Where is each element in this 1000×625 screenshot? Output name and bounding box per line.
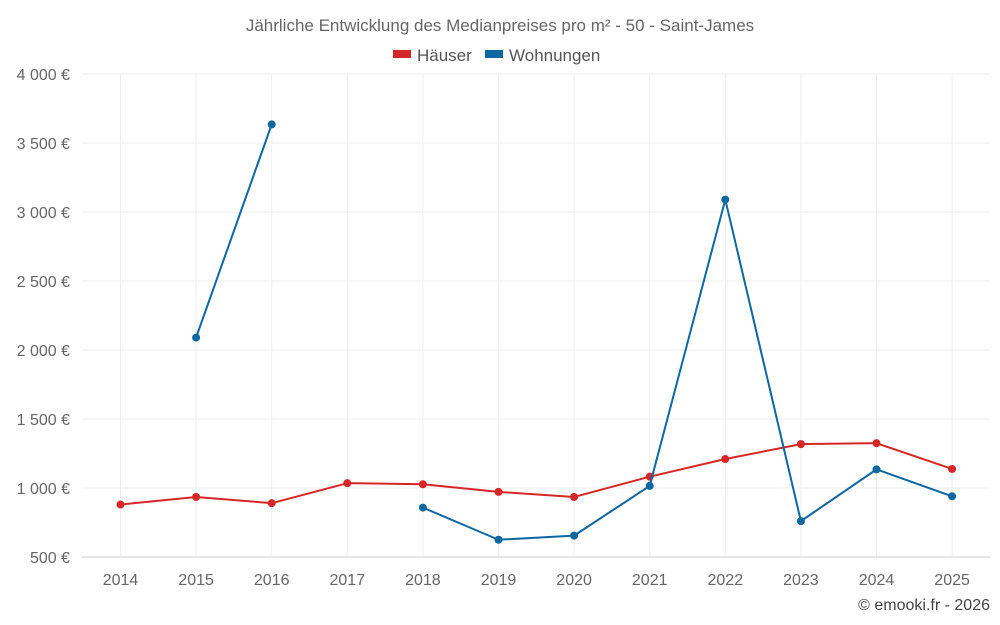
data-point[interactable] bbox=[948, 464, 957, 473]
data-point[interactable] bbox=[645, 481, 654, 490]
legend-label[interactable]: Wohnungen bbox=[509, 46, 600, 65]
data-point[interactable] bbox=[267, 499, 276, 508]
data-point[interactable] bbox=[267, 120, 276, 129]
chart-title: Jährliche Entwicklung des Medianpreises … bbox=[246, 16, 754, 35]
y-tick-label: 3 000 € bbox=[17, 205, 70, 222]
data-point[interactable] bbox=[872, 439, 881, 448]
series-layer bbox=[116, 120, 957, 544]
y-tick-label: 500 € bbox=[30, 550, 70, 567]
data-point[interactable] bbox=[721, 195, 730, 204]
data-point[interactable] bbox=[721, 455, 730, 464]
y-tick-label: 1 000 € bbox=[17, 481, 70, 498]
data-point[interactable] bbox=[872, 465, 881, 474]
y-tick-label: 2 000 € bbox=[17, 343, 70, 360]
x-axis: 2014 2015 2016 2017 2018 2019 2020 2021 2022 2023… bbox=[103, 572, 970, 589]
data-point[interactable] bbox=[570, 531, 579, 540]
data-point[interactable] bbox=[192, 492, 201, 501]
y-tick-label: 3 500 € bbox=[17, 136, 70, 153]
legend-swatch bbox=[393, 50, 411, 58]
legend-label[interactable]: Häuser bbox=[417, 46, 472, 65]
y-axis: 500 € 1 000 € 1 500 € 2 000 € 2 500 € 3 000 €… bbox=[17, 67, 70, 567]
x-tick-label: 2020 bbox=[556, 572, 592, 589]
series-line bbox=[422, 198, 953, 541]
x-tick-label: 2024 bbox=[859, 572, 895, 589]
data-point[interactable] bbox=[116, 500, 125, 509]
data-point[interactable] bbox=[343, 479, 352, 488]
y-tick-label: 1 500 € bbox=[17, 412, 70, 429]
data-point[interactable] bbox=[494, 535, 503, 544]
grid bbox=[82, 73, 990, 558]
series-haeuser bbox=[116, 439, 957, 509]
credit-text: © emooki.fr - 2026 bbox=[858, 597, 990, 614]
data-point[interactable] bbox=[570, 492, 579, 501]
data-point[interactable] bbox=[494, 487, 503, 496]
data-point[interactable] bbox=[418, 480, 427, 489]
data-point[interactable] bbox=[796, 517, 805, 526]
x-tick-label: 2014 bbox=[103, 572, 139, 589]
y-tick-label: 4 000 € bbox=[17, 67, 70, 84]
x-tick-label: 2025 bbox=[934, 572, 970, 589]
x-tick-label: 2022 bbox=[708, 572, 744, 589]
legend: Häuser Wohnungen bbox=[393, 46, 600, 65]
x-tick-label: 2018 bbox=[405, 572, 441, 589]
x-tick-label: 2016 bbox=[254, 572, 290, 589]
x-tick-label: 2017 bbox=[330, 572, 366, 589]
data-point[interactable] bbox=[948, 492, 957, 501]
data-point[interactable] bbox=[192, 333, 201, 342]
y-tick-label: 2 500 € bbox=[17, 274, 70, 291]
series-line bbox=[195, 124, 273, 338]
data-point[interactable] bbox=[418, 503, 427, 512]
x-tick-label: 2019 bbox=[481, 572, 517, 589]
x-tick-label: 2015 bbox=[178, 572, 214, 589]
series-line bbox=[120, 442, 953, 506]
x-tick-label: 2023 bbox=[783, 572, 819, 589]
x-tick-label: 2021 bbox=[632, 572, 668, 589]
series-wohnungen bbox=[192, 120, 957, 544]
data-point[interactable] bbox=[796, 440, 805, 449]
legend-swatch bbox=[485, 50, 503, 58]
